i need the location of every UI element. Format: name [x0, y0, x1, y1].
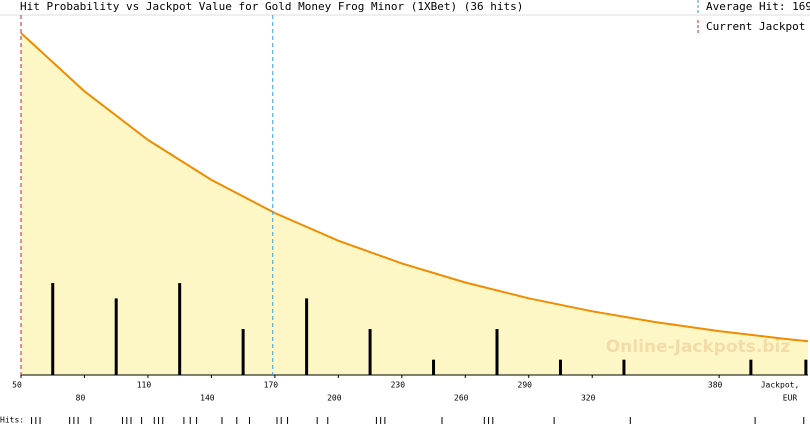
x-tick-label: 200 — [327, 394, 342, 403]
bar — [305, 298, 309, 375]
x-tick-label: 290 — [518, 381, 533, 390]
hits-label: Hits: — [0, 416, 24, 425]
x-axis-label: Jackpot, — [761, 381, 800, 390]
bar — [804, 359, 808, 375]
x-tick-label: 320 — [581, 394, 596, 403]
curve-line — [20, 32, 809, 343]
bar — [558, 359, 562, 375]
chart-title: Hit Probability vs Jackpot Value for Gol… — [20, 0, 523, 13]
bar — [622, 359, 626, 375]
bar — [749, 359, 753, 375]
x-tick-label: 110 — [137, 381, 152, 390]
x-tick-label: 80 — [76, 394, 86, 403]
watermark: Online-Jackpots.biz — [606, 337, 791, 357]
curve-area — [21, 33, 808, 375]
x-tick-label: 260 — [454, 394, 469, 403]
x-tick-label: 140 — [200, 394, 215, 403]
x-tick-label: 230 — [391, 381, 406, 390]
bar — [495, 329, 499, 375]
x-tick-label: 50 — [12, 381, 22, 390]
x-tick-label: 170 — [264, 381, 279, 390]
x-tick-label: 380 — [708, 381, 723, 390]
bar — [51, 283, 55, 375]
bar — [368, 329, 372, 375]
x-axis-unit: EUR — [783, 394, 798, 403]
bar — [241, 329, 245, 375]
legend-current: Current Jackpot — [706, 20, 805, 33]
bar — [114, 298, 118, 375]
bar — [432, 359, 436, 375]
bar — [178, 283, 182, 375]
legend-average: Average Hit: 169 — [706, 0, 810, 13]
